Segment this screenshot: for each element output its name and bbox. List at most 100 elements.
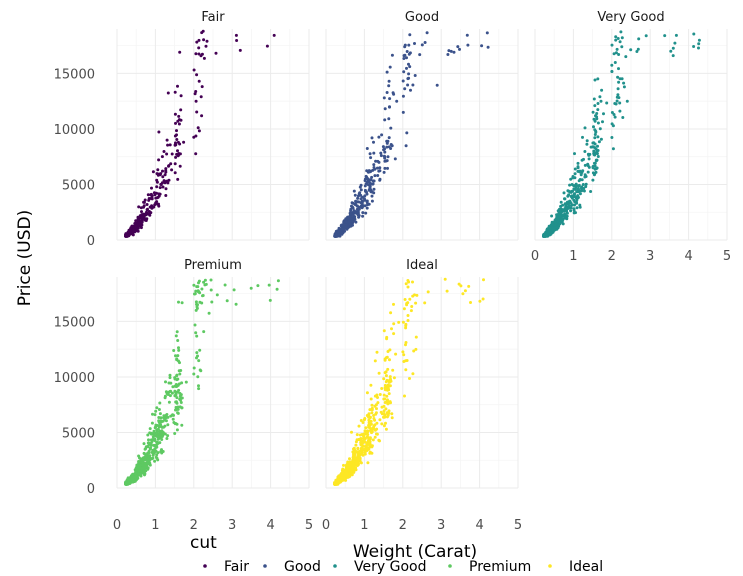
point: [574, 211, 577, 215]
x-tick-label: 2: [608, 249, 616, 264]
point: [401, 320, 405, 324]
point: [157, 408, 161, 411]
point: [161, 175, 165, 179]
point: [367, 414, 371, 418]
point: [403, 53, 407, 57]
point: [564, 203, 568, 207]
point: [176, 411, 180, 415]
point: [466, 43, 470, 47]
point: [146, 207, 149, 211]
point: [146, 433, 150, 437]
point: [179, 108, 183, 112]
point: [156, 441, 160, 445]
point: [348, 462, 352, 466]
point: [165, 152, 169, 156]
point: [549, 232, 552, 236]
legend-label: Premium: [469, 559, 531, 575]
point: [376, 401, 380, 405]
point: [361, 205, 364, 209]
point: [166, 423, 170, 427]
point: [272, 33, 276, 37]
point: [136, 215, 140, 219]
point: [411, 280, 414, 284]
point: [407, 72, 411, 76]
point: [671, 54, 675, 58]
point: [350, 201, 354, 205]
point: [571, 176, 575, 180]
point: [168, 143, 172, 147]
point: [146, 459, 150, 463]
point: [179, 118, 183, 122]
point: [361, 453, 365, 457]
point: [367, 436, 371, 440]
point: [395, 99, 399, 103]
point: [140, 220, 144, 224]
point: [173, 90, 177, 94]
point: [405, 56, 408, 60]
point: [388, 375, 392, 379]
point: [143, 458, 147, 462]
point: [593, 78, 597, 82]
point: [560, 217, 564, 221]
point: [366, 461, 370, 465]
point: [157, 130, 161, 134]
point: [238, 48, 242, 52]
point: [596, 135, 600, 139]
point: [363, 188, 367, 192]
point: [359, 197, 363, 201]
point: [591, 141, 595, 145]
point: [200, 114, 204, 118]
point: [370, 136, 374, 140]
point: [612, 52, 616, 56]
point: [215, 293, 219, 297]
point: [265, 44, 269, 48]
point: [373, 404, 377, 408]
point: [405, 303, 409, 307]
point: [357, 424, 361, 428]
point: [390, 412, 394, 416]
point: [390, 144, 394, 148]
point: [692, 45, 696, 48]
point: [377, 371, 381, 375]
point: [175, 396, 179, 400]
point: [575, 190, 579, 194]
point: [347, 217, 351, 221]
point: [384, 356, 388, 360]
point: [344, 463, 348, 467]
point: [618, 109, 622, 113]
point: [573, 195, 577, 199]
point: [150, 421, 154, 425]
point: [131, 478, 135, 482]
point: [363, 177, 367, 181]
point: [178, 372, 182, 376]
point: [587, 157, 591, 161]
point: [174, 385, 178, 388]
point: [197, 281, 200, 285]
point: [162, 150, 166, 153]
point: [353, 456, 357, 460]
point: [576, 187, 580, 191]
point: [194, 90, 198, 93]
point: [572, 187, 576, 191]
point: [154, 409, 158, 413]
point: [385, 159, 389, 163]
point: [134, 469, 138, 473]
point: [370, 175, 374, 179]
point: [142, 200, 146, 204]
point: [363, 198, 367, 202]
point: [583, 126, 587, 130]
point: [611, 147, 615, 151]
point: [576, 196, 580, 199]
point: [564, 209, 568, 213]
y-tick-label: 10000: [54, 371, 95, 386]
point: [157, 420, 161, 424]
point: [388, 65, 392, 69]
point: [406, 83, 410, 87]
point: [196, 126, 200, 130]
facet-label: Very Good: [597, 10, 664, 25]
point: [356, 210, 360, 214]
point: [595, 150, 599, 153]
point: [340, 231, 344, 235]
point: [148, 431, 152, 435]
point: [610, 136, 614, 139]
